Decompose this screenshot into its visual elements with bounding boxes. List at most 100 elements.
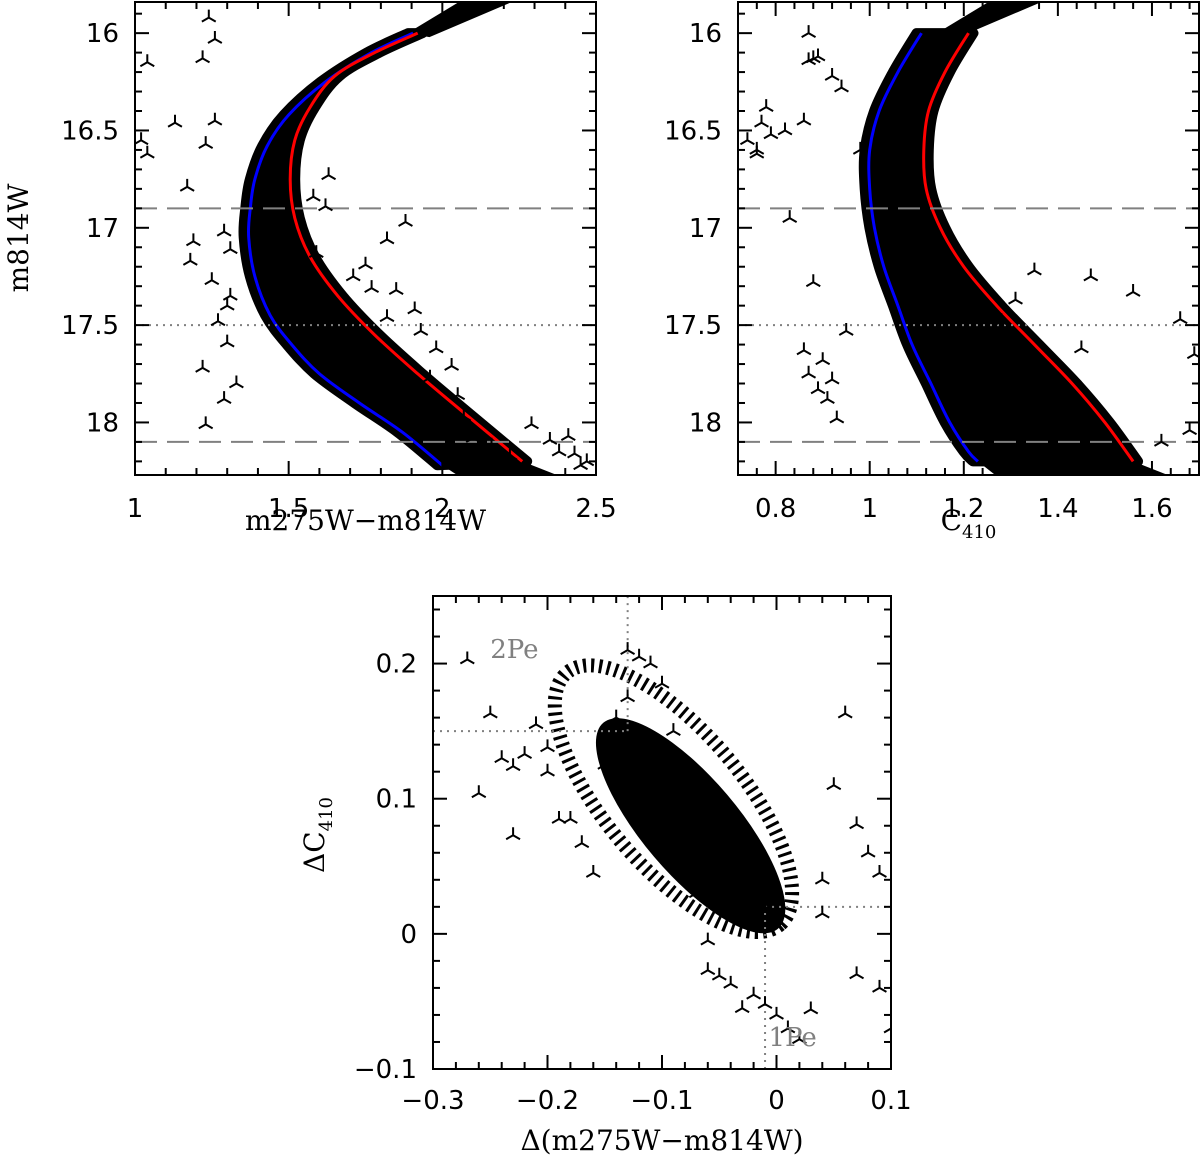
- data-point: [528, 716, 544, 730]
- data-point: [494, 750, 510, 764]
- data-point: [749, 145, 765, 159]
- data-point: [222, 287, 238, 301]
- data-point: [723, 975, 739, 989]
- data-point: [219, 297, 235, 311]
- x-tick-label: −0.3: [401, 1086, 464, 1116]
- data-point: [228, 375, 244, 389]
- data-point: [700, 962, 716, 976]
- data-point: [688, 885, 704, 899]
- band-faint-end: [442, 461, 557, 475]
- data-point: [814, 905, 830, 919]
- y-tick-label: 0.1: [376, 785, 417, 815]
- main-sequence-band: [858, 28, 1144, 467]
- data-point: [739, 132, 755, 146]
- dense-cloud: [595, 718, 786, 934]
- x-axis-title: m275W−m814W: [245, 504, 486, 537]
- band-faint-end: [977, 461, 1168, 475]
- data-point: [219, 334, 235, 348]
- data-point: [398, 214, 413, 227]
- data-point: [524, 416, 539, 430]
- data-point: [815, 352, 831, 366]
- y-tick-label: 16.5: [664, 116, 722, 146]
- x-tick-label: 1.2: [943, 494, 984, 524]
- x-tick-label: 1.6: [1131, 494, 1172, 524]
- data-point: [407, 301, 423, 315]
- data-point: [860, 844, 876, 858]
- data-point: [643, 655, 658, 669]
- y-tick-label: 17: [86, 214, 119, 244]
- plot-frame: [737, 1, 1200, 476]
- data-point: [1008, 291, 1023, 305]
- main-sequence-band: [238, 28, 533, 471]
- data-point: [167, 114, 183, 128]
- data-point: [216, 223, 232, 237]
- y-tick-label: 16.5: [61, 116, 119, 146]
- data-point: [631, 648, 647, 662]
- data-point: [654, 675, 670, 689]
- data-point: [734, 844, 750, 858]
- cloud-halo: [547, 658, 800, 940]
- y-tick-label: 0: [400, 920, 417, 950]
- data-point: [757, 898, 773, 912]
- data-point: [782, 210, 798, 223]
- data-point: [551, 811, 567, 824]
- data-point: [791, 1031, 807, 1045]
- data-point: [502, 447, 518, 461]
- data-point: [620, 642, 636, 655]
- plot-area: [135, 2, 596, 475]
- data-point: [216, 391, 232, 404]
- data-point: [754, 114, 769, 128]
- data-point: [364, 280, 380, 293]
- data-point: [810, 48, 826, 62]
- data-point: [139, 145, 155, 159]
- y-tick-label: 17: [689, 214, 722, 244]
- data-point: [505, 758, 521, 772]
- data-point: [852, 141, 868, 155]
- y-tick-label: −0.1: [354, 1055, 417, 1085]
- data-point: [484, 437, 499, 451]
- data-point: [814, 871, 830, 885]
- data-point: [551, 443, 567, 457]
- plot-area: [433, 596, 891, 1069]
- data-point: [1026, 262, 1042, 276]
- data-point: [222, 241, 238, 255]
- data-point: [517, 746, 533, 759]
- data-point: [1172, 311, 1188, 325]
- data-point: [1083, 268, 1099, 282]
- red-fiducial-line: [922, 32, 1135, 463]
- x-axis-subscript: 410: [962, 522, 996, 543]
- x-tick-label: 0.8: [755, 494, 796, 524]
- data-point: [829, 410, 845, 424]
- x-tick-label: 1.4: [1037, 494, 1078, 524]
- x-tick-label: 0.1: [870, 1086, 911, 1116]
- blue-fiducial-line: [246, 31, 444, 467]
- data-point: [585, 865, 601, 878]
- x-tick-label: 1.5: [268, 494, 309, 524]
- x-tick-label: 1: [127, 494, 144, 524]
- data-point: [204, 272, 220, 286]
- data-point: [413, 323, 429, 336]
- data-point: [459, 651, 475, 665]
- data-point: [567, 445, 582, 459]
- data-point: [179, 178, 195, 192]
- data-point: [379, 309, 395, 323]
- data-point: [801, 25, 817, 38]
- data-point: [834, 79, 849, 93]
- band-bright-end: [407, 2, 512, 38]
- data-point: [482, 705, 498, 719]
- red-fiducial-line: [288, 31, 524, 463]
- y-tick-label: 0.2: [376, 650, 417, 680]
- data-point: [456, 408, 472, 422]
- data-point: [139, 54, 155, 68]
- blue-fiducial-line: [867, 32, 979, 463]
- panel-cmd-color: 1 1.5 2 2.5 16 16.5 17 17.5 18 m275W−m814W m814W: [2, 1, 617, 537]
- data-point: [135, 132, 149, 146]
- data-point: [993, 313, 1009, 327]
- data-point: [597, 756, 613, 770]
- data-point: [444, 358, 460, 371]
- data-point: [824, 371, 840, 385]
- data-point: [1182, 422, 1198, 436]
- data-point: [872, 979, 887, 993]
- y-tick-label: 16: [86, 19, 119, 49]
